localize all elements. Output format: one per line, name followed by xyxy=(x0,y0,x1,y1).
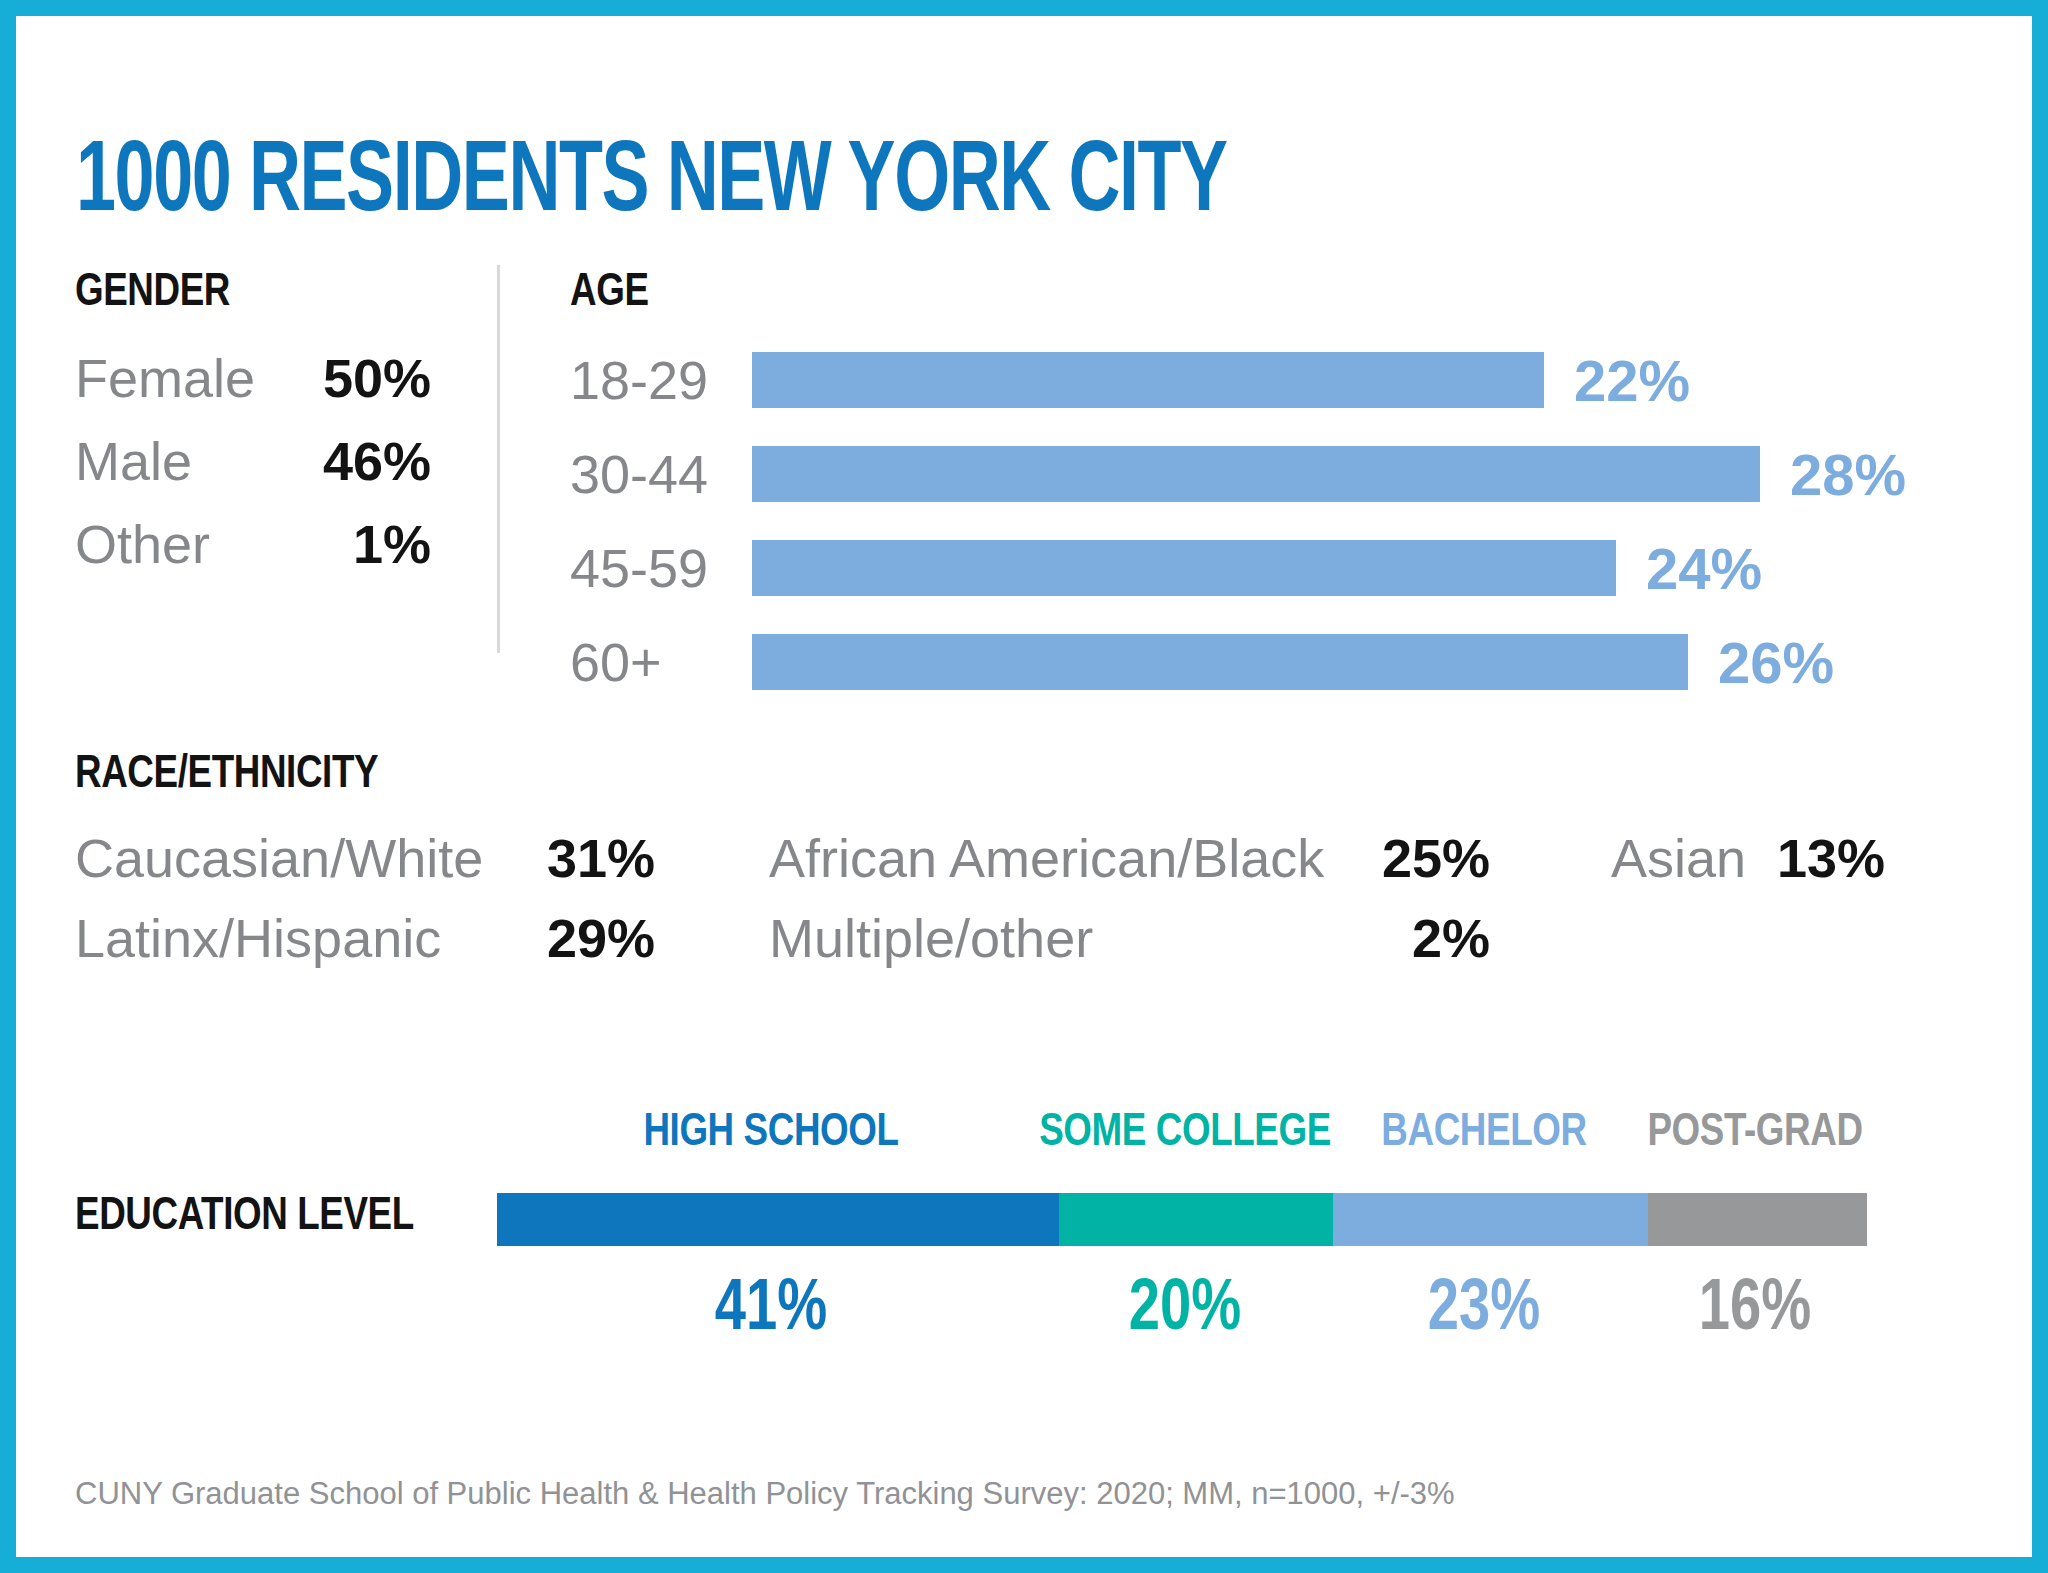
race-value: 13% xyxy=(1700,828,1885,888)
race-heading: RACE/ETHNICITY xyxy=(75,748,378,794)
border-right xyxy=(2032,0,2048,1573)
source-note: CUNY Graduate School of Public Health & … xyxy=(75,1476,1455,1512)
age-bar xyxy=(752,540,1616,596)
education-stacked-bar xyxy=(497,1193,1867,1246)
education-segment-bachelor xyxy=(1333,1193,1648,1246)
age-row-18-29: 18-29 22% xyxy=(570,352,1690,408)
gender-label: Male xyxy=(75,430,192,492)
education-value-some-college: 20% xyxy=(1129,1268,1241,1340)
education-segment-post-grad xyxy=(1648,1193,1867,1246)
border-bottom xyxy=(0,1557,2048,1573)
age-value-label: 24% xyxy=(1646,535,1762,602)
age-category-label: 30-44 xyxy=(570,443,752,505)
age-bar xyxy=(752,446,1760,502)
age-value-label: 26% xyxy=(1718,629,1834,696)
race-value: 29% xyxy=(420,908,655,968)
age-row-30-44: 30-44 28% xyxy=(570,446,1906,502)
age-row-60-plus: 60+ 26% xyxy=(570,634,1834,690)
age-heading: AGE xyxy=(570,266,649,312)
gender-value: 50% xyxy=(323,347,431,409)
age-category-label: 45-59 xyxy=(570,537,752,599)
gender-heading: GENDER xyxy=(75,266,230,312)
age-bar xyxy=(752,634,1688,690)
education-segment-label-post-grad: POST-GRAD xyxy=(1647,1106,1862,1152)
education-segment-label-some-college: SOME COLLEGE xyxy=(1039,1106,1331,1152)
race-value: 2% xyxy=(1280,908,1490,968)
gender-label: Female xyxy=(75,347,255,409)
page-title: 1000 RESIDENTS NEW YORK CITY xyxy=(76,125,1227,225)
education-segment-high-school xyxy=(497,1193,1059,1246)
age-category-label: 18-29 xyxy=(570,349,752,411)
gender-value: 1% xyxy=(353,513,431,575)
race-value: 25% xyxy=(1280,828,1490,888)
infographic-page: 1000 RESIDENTS NEW YORK CITY GENDER Fema… xyxy=(0,0,2048,1573)
race-label: Multiple/other xyxy=(769,908,1093,968)
border-left xyxy=(0,0,16,1573)
education-heading: EDUCATION LEVEL xyxy=(75,1190,414,1236)
education-value-high-school: 41% xyxy=(715,1268,827,1340)
age-value-label: 22% xyxy=(1574,347,1690,414)
race-label: Latinx/Hispanic xyxy=(75,908,441,968)
education-value-post-grad: 16% xyxy=(1699,1268,1811,1340)
gender-value: 46% xyxy=(323,430,431,492)
education-segment-some-college xyxy=(1059,1193,1333,1246)
gender-row-female: Female 50% xyxy=(75,348,431,408)
age-bar xyxy=(752,352,1544,408)
gender-label: Other xyxy=(75,513,210,575)
education-segment-label-high-school: HIGH SCHOOL xyxy=(643,1106,898,1152)
age-value-label: 28% xyxy=(1790,441,1906,508)
race-value: 31% xyxy=(420,828,655,888)
gender-row-male: Male 46% xyxy=(75,431,431,491)
education-value-bachelor: 23% xyxy=(1428,1268,1540,1340)
age-row-45-59: 45-59 24% xyxy=(570,540,1762,596)
section-divider xyxy=(497,265,500,653)
gender-row-other: Other 1% xyxy=(75,514,431,574)
education-segment-label-bachelor: BACHELOR xyxy=(1381,1106,1586,1152)
border-top xyxy=(0,0,2048,16)
race-label: African American/Black xyxy=(769,828,1324,888)
age-category-label: 60+ xyxy=(570,631,752,693)
